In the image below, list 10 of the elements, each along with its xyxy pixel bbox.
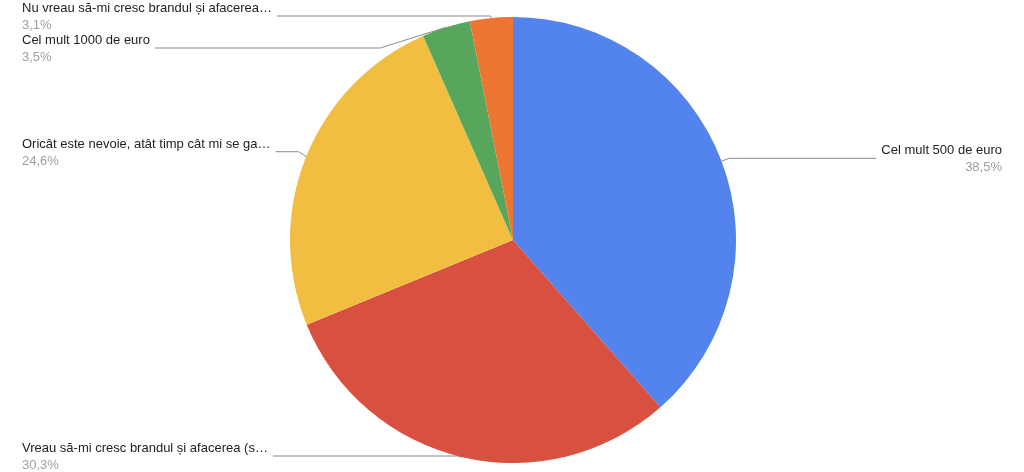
slice-label: Cel mult 500 de euro [881, 142, 1002, 158]
data-label: 24,6% [22, 152, 60, 168]
slice-label: Nu vreau să-mi cresc brandul și afacerea… [22, 0, 272, 15]
data-label: 3,5% [22, 49, 53, 64]
data-label: 30,3% [22, 457, 60, 472]
data-label: 38,5% [965, 159, 1003, 175]
slice-label: Oricât este nevoie, atât timp cât mi se ga… [22, 135, 271, 151]
slice-label: Cel mult 1000 de euro [22, 32, 150, 47]
slice-label: Vreau să-mi cresc brandul și afacerea (s… [22, 440, 268, 455]
data-label: 3,1% [22, 17, 53, 32]
